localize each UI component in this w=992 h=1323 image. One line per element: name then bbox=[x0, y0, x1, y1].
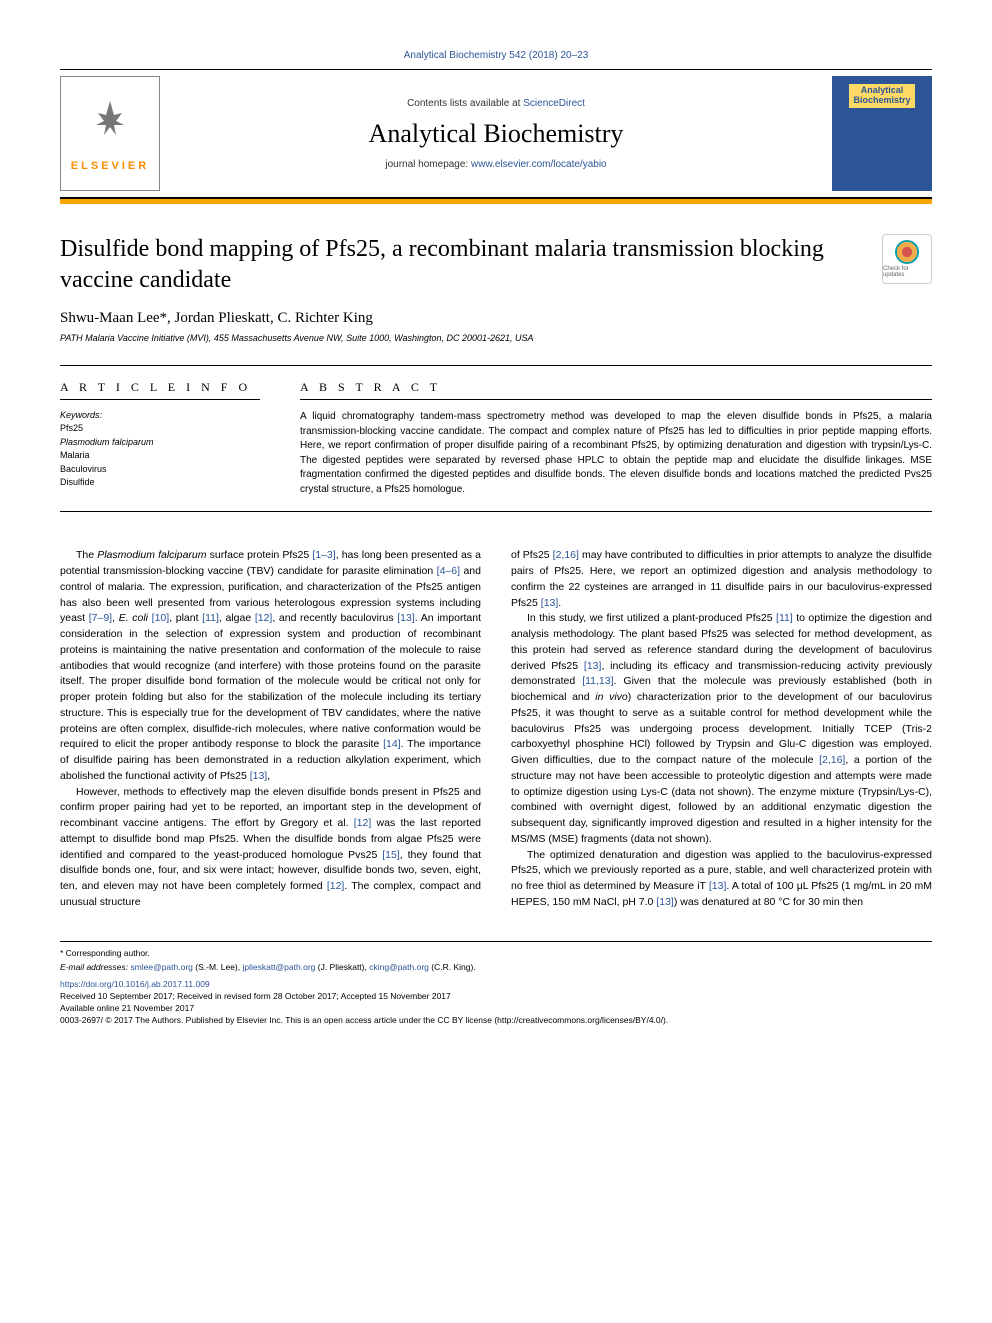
journal-header: ELSEVIER Contents lists available at Sci… bbox=[60, 69, 932, 199]
keyword: Baculovirus bbox=[60, 463, 260, 477]
publisher-name: ELSEVIER bbox=[71, 160, 149, 172]
footer: * Corresponding author. E-mail addresses… bbox=[60, 948, 932, 1027]
sciencedirect-link[interactable]: ScienceDirect bbox=[523, 98, 585, 109]
elsevier-tree-icon bbox=[86, 95, 134, 152]
journal-ref: Analytical Biochemistry 542 (2018) 20–23 bbox=[60, 50, 932, 61]
citation-link[interactable]: [13] bbox=[397, 612, 415, 624]
body-paragraph: The optimized denaturation and digestion… bbox=[511, 848, 932, 911]
citation-link[interactable]: [7–9] bbox=[89, 612, 112, 624]
contents-line: Contents lists available at ScienceDirec… bbox=[407, 98, 585, 109]
citation-link[interactable]: [13] bbox=[656, 896, 674, 908]
contents-prefix: Contents lists available at bbox=[407, 98, 523, 109]
body-paragraph: The Plasmodium falciparum surface protei… bbox=[60, 548, 481, 784]
citation-link[interactable]: [13] bbox=[541, 597, 559, 609]
body-paragraph: of Pfs25 [2,16] may have contributed to … bbox=[511, 548, 932, 611]
email-name: (C.R. King). bbox=[429, 962, 476, 972]
citation-link[interactable]: [2,16] bbox=[819, 754, 845, 766]
body-paragraph: However, methods to effectively map the … bbox=[60, 785, 481, 911]
crossmark-icon bbox=[895, 240, 919, 264]
email-name: (J. Plieskatt), bbox=[315, 962, 369, 972]
citation-link[interactable]: [13] bbox=[709, 880, 727, 892]
citation-link[interactable]: [10] bbox=[152, 612, 170, 624]
keyword: Plasmodium falciparum bbox=[60, 436, 260, 450]
email-link[interactable]: smlee@path.org bbox=[130, 962, 193, 972]
citation-link[interactable]: [12] bbox=[354, 817, 372, 829]
abstract-text: A liquid chromatography tandem-mass spec… bbox=[300, 410, 932, 497]
email-link[interactable]: cking@path.org bbox=[369, 962, 429, 972]
affiliation: PATH Malaria Vaccine Initiative (MVI), 4… bbox=[60, 333, 932, 343]
info-heading: A R T I C L E I N F O bbox=[60, 380, 260, 400]
keywords-list: Pfs25 Plasmodium falciparum Malaria Bacu… bbox=[60, 422, 260, 490]
citation-link[interactable]: [11,13] bbox=[582, 675, 613, 687]
body-left-column: The Plasmodium falciparum surface protei… bbox=[60, 548, 481, 910]
copyright-line: 0003-2697/ © 2017 The Authors. Published… bbox=[60, 1015, 932, 1027]
keyword: Pfs25 bbox=[60, 422, 260, 436]
header-underline bbox=[60, 199, 932, 204]
citation-link[interactable]: [2,16] bbox=[553, 549, 579, 561]
body-right-column: of Pfs25 [2,16] may have contributed to … bbox=[511, 548, 932, 910]
journal-cover: Analytical Biochemistry bbox=[832, 76, 932, 191]
abstract-section: A B S T R A C T A liquid chromatography … bbox=[300, 380, 932, 497]
doi-link[interactable]: https://doi.org/10.1016/j.ab.2017.11.009 bbox=[60, 979, 932, 991]
keywords-label: Keywords: bbox=[60, 410, 260, 420]
keyword: Disulfide bbox=[60, 476, 260, 490]
updates-badge-text: Check for updates bbox=[883, 266, 931, 278]
citation-link[interactable]: [14] bbox=[383, 738, 401, 750]
citation-link[interactable]: [13] bbox=[250, 770, 268, 782]
cover-label-2: Biochemistry bbox=[853, 96, 910, 106]
keyword: Malaria bbox=[60, 449, 260, 463]
publisher-logo: ELSEVIER bbox=[60, 76, 160, 191]
homepage-link[interactable]: www.elsevier.com/locate/yabio bbox=[471, 159, 607, 170]
citation-link[interactable]: [12] bbox=[255, 612, 273, 624]
email-line: E-mail addresses: smlee@path.org (S.-M. … bbox=[60, 962, 932, 974]
journal-name: Analytical Biochemistry bbox=[369, 119, 624, 149]
article-title: Disulfide bond mapping of Pfs25, a recom… bbox=[60, 234, 862, 296]
body-paragraph: In this study, we first utilized a plant… bbox=[511, 611, 932, 847]
received-line: Received 10 September 2017; Received in … bbox=[60, 991, 932, 1003]
article-info: A R T I C L E I N F O Keywords: Pfs25 Pl… bbox=[60, 380, 260, 497]
abstract-heading: A B S T R A C T bbox=[300, 380, 932, 400]
citation-link[interactable]: [11] bbox=[776, 612, 793, 624]
citation-link[interactable]: [4–6] bbox=[437, 565, 460, 577]
email-label: E-mail addresses: bbox=[60, 962, 130, 972]
authors: Shwu-Maan Lee*, Jordan Plieskatt, C. Ric… bbox=[60, 310, 932, 327]
citation-link[interactable]: [13] bbox=[584, 660, 602, 672]
homepage-prefix: journal homepage: bbox=[385, 159, 471, 170]
citation-link[interactable]: [11] bbox=[202, 612, 219, 624]
body-text: The Plasmodium falciparum surface protei… bbox=[60, 548, 932, 910]
homepage-line: journal homepage: www.elsevier.com/locat… bbox=[385, 159, 606, 170]
available-line: Available online 21 November 2017 bbox=[60, 1003, 932, 1015]
corresponding-author: * Corresponding author. bbox=[60, 948, 932, 960]
citation-link[interactable]: [1–3] bbox=[312, 549, 335, 561]
footer-separator bbox=[60, 941, 932, 942]
citation-link[interactable]: [15] bbox=[382, 849, 400, 861]
email-name: (S.-M. Lee), bbox=[193, 962, 243, 972]
check-updates-badge[interactable]: Check for updates bbox=[882, 234, 932, 284]
citation-link[interactable]: [12] bbox=[327, 880, 345, 892]
email-link[interactable]: jplieskatt@path.org bbox=[242, 962, 315, 972]
